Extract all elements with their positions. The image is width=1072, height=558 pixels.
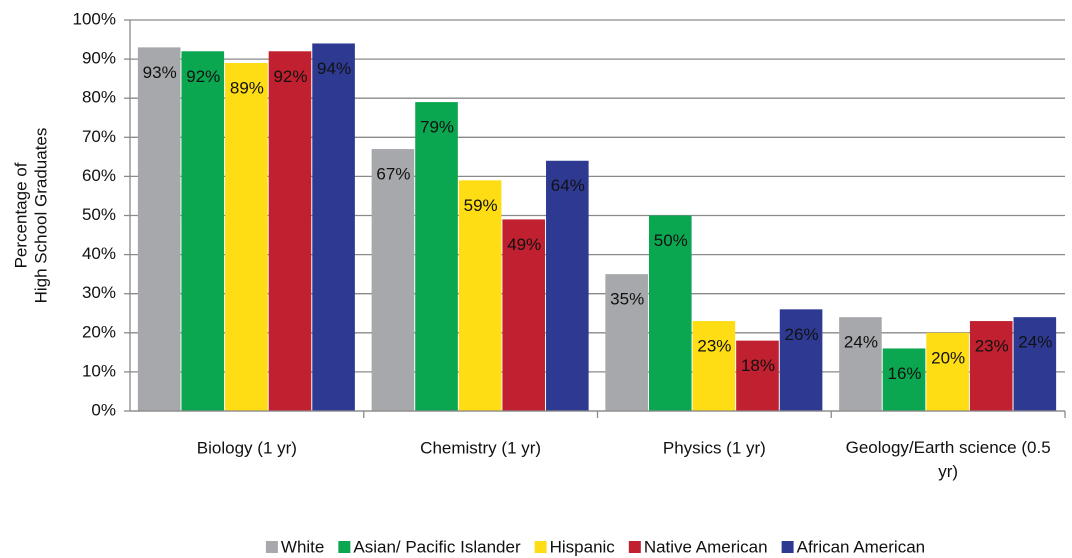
bar	[181, 51, 225, 411]
bar	[839, 317, 882, 411]
y-tick-label: 40%	[82, 244, 116, 263]
data-label: 24%	[844, 333, 878, 352]
bar	[926, 332, 969, 411]
bar	[312, 43, 355, 412]
y-tick-label: 20%	[82, 322, 116, 341]
x-tick-label: Chemistry (1 yr)	[420, 438, 541, 457]
bar	[137, 47, 181, 412]
data-label: 50%	[654, 231, 688, 250]
x-tick-label: Biology (1 yr)	[197, 438, 297, 457]
bar	[415, 102, 458, 412]
bar	[882, 348, 926, 411]
legend-swatch	[265, 541, 278, 553]
data-label: 64%	[551, 176, 585, 195]
data-label: 16%	[888, 364, 922, 383]
legend: White Asian/ Pacific Islander Hispanic Nati…	[265, 537, 926, 556]
data-label: 79%	[420, 118, 454, 137]
data-label: 92%	[273, 67, 307, 86]
y-tick-label: 60%	[82, 166, 116, 185]
y-tick-label: 80%	[82, 88, 116, 107]
data-label: 94%	[317, 59, 351, 78]
data-label: 35%	[610, 290, 644, 309]
bar	[371, 149, 415, 411]
data-label: 18%	[741, 356, 775, 375]
legend-swatch	[338, 541, 351, 553]
y-tick-label: 10%	[82, 361, 116, 380]
bar	[268, 51, 312, 411]
bar	[1013, 317, 1057, 411]
legend-label: Asian/ Pacific Islander	[353, 537, 521, 556]
data-label: 24%	[1018, 333, 1052, 352]
data-label: 59%	[464, 196, 498, 215]
legend-swatch	[781, 541, 794, 553]
data-label: 89%	[230, 78, 264, 97]
bar	[736, 340, 779, 411]
legend-label: Hispanic	[550, 537, 616, 556]
data-label: 49%	[507, 235, 541, 254]
legend-swatch	[628, 541, 641, 553]
y-tick-label: 100%	[73, 9, 116, 28]
y-tick-label: 70%	[82, 127, 116, 146]
bar	[692, 321, 736, 411]
legend-swatch	[534, 541, 547, 553]
bar	[605, 274, 648, 411]
y-tick-label: 90%	[82, 49, 116, 68]
x-tick-label-line: yr)	[938, 462, 958, 481]
bar	[225, 63, 268, 411]
x-tick-label: Geology/Earth science (0.5 yr)	[846, 438, 1051, 481]
bar	[502, 219, 546, 411]
x-tick-label: Physics (1 yr)	[663, 438, 766, 457]
y-tick-label: 50%	[82, 205, 116, 224]
legend-label: White	[281, 537, 324, 556]
legend-label: Native American	[644, 537, 768, 556]
data-label: 26%	[785, 325, 819, 344]
bar	[648, 215, 692, 411]
x-tick-label-line: Geology/Earth science (0.5	[846, 438, 1051, 457]
y-tick-label: 30%	[82, 283, 116, 302]
bar	[969, 321, 1013, 411]
bar	[546, 160, 589, 411]
legend-label: African American	[797, 537, 926, 556]
y-tick-label: 0%	[91, 400, 116, 419]
data-label: 93%	[143, 63, 177, 82]
bar	[458, 180, 502, 411]
data-label: 23%	[697, 337, 731, 356]
y-axis-label: Percentage of	[11, 162, 30, 268]
data-label: 20%	[931, 348, 965, 367]
data-label: 67%	[376, 165, 410, 184]
data-label: 23%	[975, 337, 1009, 356]
bar	[779, 309, 823, 411]
y-axis-label: High School Graduates	[31, 128, 50, 304]
data-label: 92%	[186, 67, 220, 86]
